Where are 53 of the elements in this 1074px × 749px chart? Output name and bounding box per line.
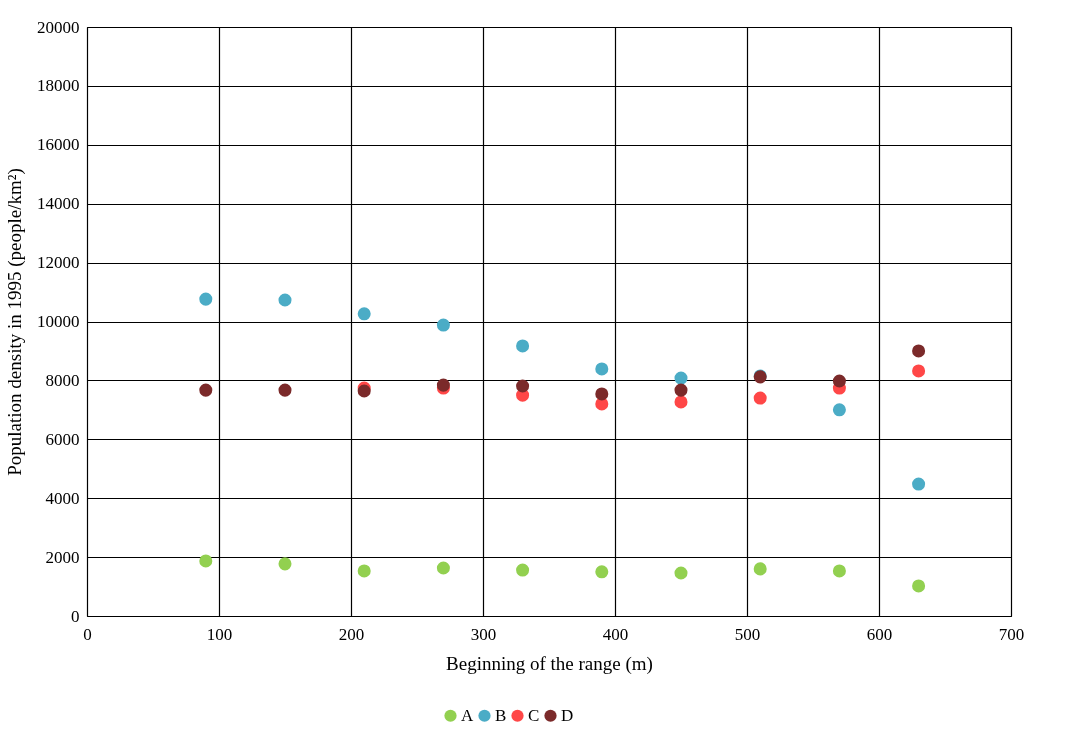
y-tick-label: 12000 [37,253,80,273]
point [674,371,688,385]
point [436,561,450,575]
x-tick-label: 300 [470,624,497,644]
x-tick-label: 700 [998,624,1025,644]
point [832,403,846,417]
point [278,383,292,397]
point [674,383,688,397]
x-axis-title: Beginning of the range (m) [446,652,653,675]
point [832,374,846,388]
legend-label: B [495,705,507,725]
point [595,565,609,579]
point [357,564,371,578]
y-tick-label: 18000 [37,76,80,96]
point [199,292,213,306]
point [199,383,213,397]
point [674,566,688,580]
point [674,395,688,409]
point [516,379,530,393]
y-tick-label: 6000 [45,429,80,449]
y-axis-title: Population density in 1995 (people/km²) [4,168,26,476]
legend-label: D [561,705,574,725]
y-tick-label: 0 [71,606,80,626]
point [436,318,450,332]
point [278,557,292,571]
y-tick-label: 2000 [45,547,80,567]
point [278,293,292,307]
legend-label: A [461,705,474,725]
point [832,564,846,578]
point [912,364,926,378]
x-tick-label: 500 [734,624,761,644]
point [912,344,926,358]
point [912,477,926,491]
y-tick-label: 4000 [45,488,80,508]
y-tick-label: 20000 [37,17,80,37]
point [199,554,213,568]
point [753,391,767,405]
legend-label: C [528,705,540,725]
point [753,562,767,576]
point [357,307,371,321]
y-tick-label: 10000 [37,312,80,331]
point [595,387,609,401]
point [516,339,530,353]
y-tick-label: 16000 [37,135,80,155]
x-tick-label: 200 [338,624,365,644]
y-tick-label: 8000 [45,370,80,390]
x-tick-label: 400 [602,624,629,644]
point [912,579,926,593]
point [516,563,530,577]
y-tick-label: 14000 [37,194,80,214]
point [595,362,609,376]
x-tick-label: 600 [866,624,893,644]
x-tick-label: 100 [206,624,233,644]
